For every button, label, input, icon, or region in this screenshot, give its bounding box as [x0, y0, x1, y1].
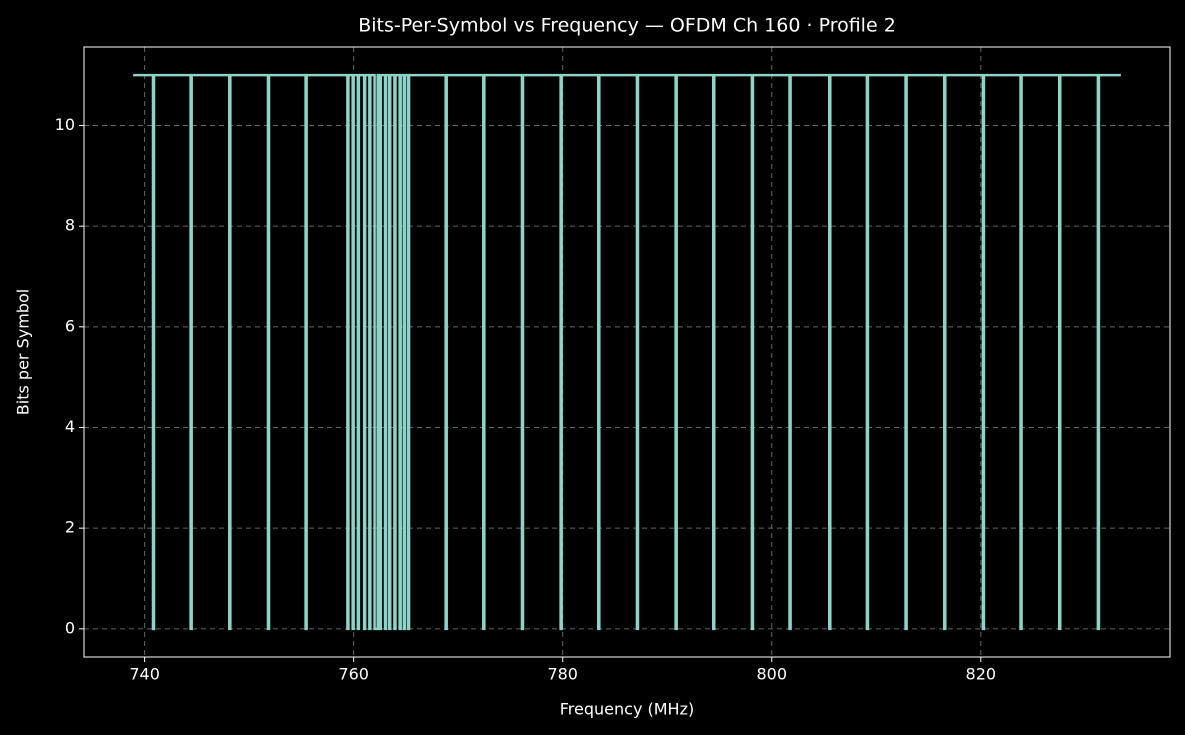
y-tick-label: 8	[65, 216, 75, 235]
y-tick-label: 6	[65, 316, 75, 335]
y-tick-label: 10	[55, 115, 75, 134]
x-tick-label: 820	[966, 665, 997, 684]
x-tick-label: 780	[547, 665, 578, 684]
x-tick-label: 800	[756, 665, 787, 684]
x-tick-label: 760	[338, 665, 369, 684]
x-axis-label: Frequency (MHz)	[560, 700, 694, 719]
y-tick-label: 2	[65, 518, 75, 537]
y-tick-label: 4	[65, 417, 75, 436]
y-axis-label: Bits per Symbol	[14, 289, 33, 415]
x-tick-label: 740	[129, 665, 160, 684]
chart-title: Bits-Per-Symbol vs Frequency — OFDM Ch 1…	[358, 15, 896, 37]
y-tick-label: 0	[65, 618, 75, 637]
data-line	[133, 73, 1121, 631]
plot-frame	[83, 46, 1171, 658]
